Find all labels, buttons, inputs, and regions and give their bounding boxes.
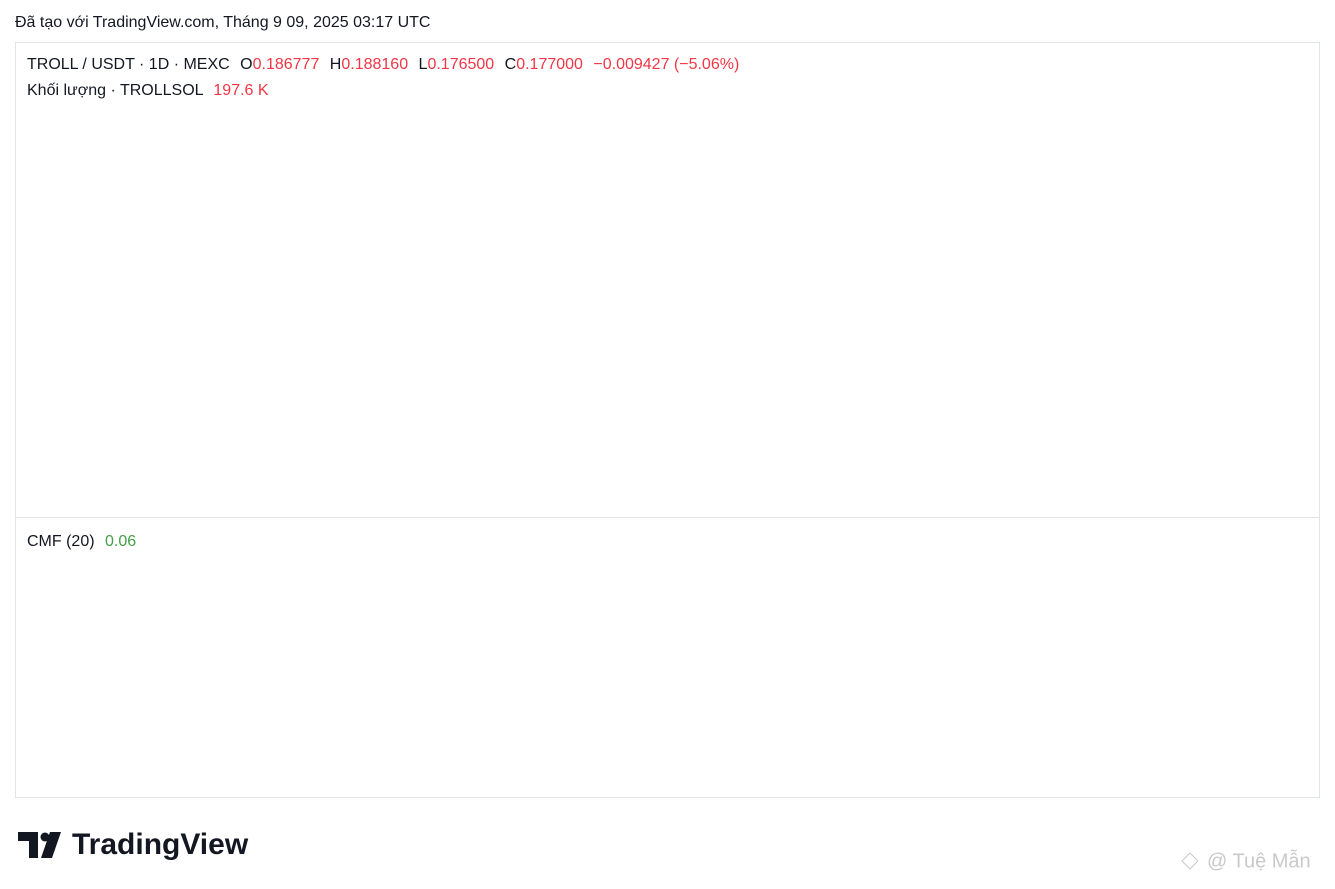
low-label: L <box>419 56 428 73</box>
high-label: H <box>330 56 342 73</box>
logo-text: TradingView <box>72 828 249 861</box>
volume-value: 197.6 K <box>213 82 268 99</box>
chart-frame <box>15 42 1320 798</box>
open-label: O <box>240 56 252 73</box>
open-value: 0.186777 <box>253 56 320 73</box>
symbol-legend: TROLL / USDT · 1D · MEXC O0.186777 H0.18… <box>27 56 739 73</box>
cmf-name: CMF (20) <box>27 533 95 550</box>
logo-slash <box>41 832 61 858</box>
watermark-icon <box>1181 852 1199 870</box>
volume-legend: Khối lượng · TROLLSOL 197.6 K <box>27 82 269 99</box>
watermark-text: @ Tuệ Mẫn <box>1207 849 1311 872</box>
change-value: −0.009427 (−5.06%) <box>593 56 739 73</box>
logo-mark <box>18 832 38 858</box>
cmf-value: 0.06 <box>105 533 136 550</box>
close-value: 0.177000 <box>516 56 583 73</box>
tradingview-logo: TradingView <box>18 828 249 861</box>
cmf-legend: CMF (20) 0.06 <box>27 533 136 550</box>
high-value: 0.188160 <box>341 56 408 73</box>
watermark: @ Tuệ Mẫn <box>1181 849 1311 872</box>
volume-name: Khối lượng · TROLLSOL <box>27 82 204 99</box>
close-label: C <box>505 56 517 73</box>
created-note: Đã tạo với TradingView.com, Tháng 9 09, … <box>15 14 430 31</box>
symbol-title: TROLL / USDT · 1D · MEXC <box>27 56 230 73</box>
low-value: 0.176500 <box>427 56 494 73</box>
logo-dot <box>40 832 50 842</box>
